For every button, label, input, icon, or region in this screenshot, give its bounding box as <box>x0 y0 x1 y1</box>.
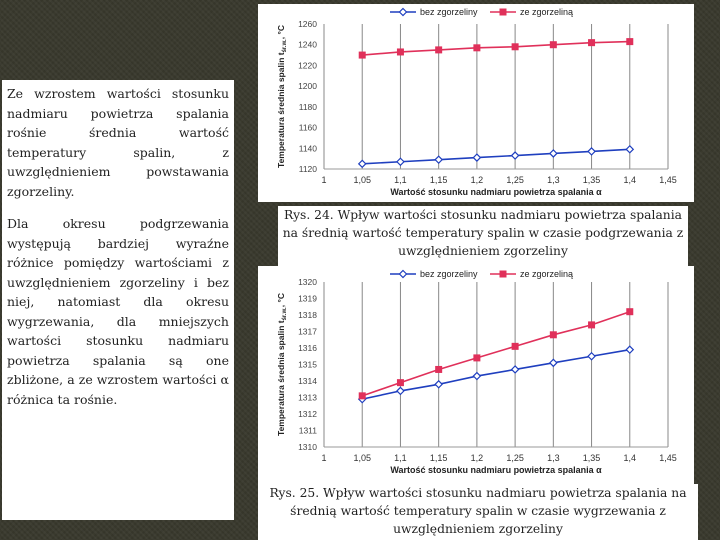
y-tick-label: 1180 <box>299 102 318 112</box>
x-axis-label: Wartość stosunku nadmiaru powietrza spal… <box>390 465 602 475</box>
y-tick-label: 1320 <box>298 277 317 287</box>
data-point <box>549 41 557 49</box>
x-tick-label: 1,05 <box>353 175 371 185</box>
y-tick-label: 1317 <box>298 327 317 337</box>
y-axis-label: Temperatura średnia spalin tśr.w., °C <box>276 293 288 436</box>
y-tick-label: 1313 <box>298 393 317 403</box>
x-axis-label: Wartość stosunku nadmiaru powietrza spal… <box>390 187 602 197</box>
data-point <box>396 379 404 387</box>
data-point <box>549 331 557 339</box>
x-tick-label: 1,35 <box>583 175 601 185</box>
series-line-1 <box>362 348 630 400</box>
data-point <box>435 46 443 54</box>
legend-marker <box>499 8 507 16</box>
chart-preheating: 1 1,05 1,1 1,15 1,2 1,25 1,3 1,35 1,4 1,45 1120 114… <box>258 4 694 202</box>
chart-preheating-svg: 1 1,05 1,1 1,15 1,2 1,25 1,3 1,35 1,4 1,45 1120 114… <box>276 7 677 197</box>
paragraph-2: Dla okresu podgrzewania występują bardzi… <box>7 216 229 407</box>
data-point <box>472 153 482 162</box>
y-tick-label: 1240 <box>298 40 317 50</box>
x-tick-label: 1,35 <box>583 453 601 463</box>
data-point <box>396 157 405 167</box>
data-point <box>511 342 519 350</box>
data-point <box>588 39 596 47</box>
data-point <box>396 48 404 56</box>
x-tick-label: 1,45 <box>659 175 677 185</box>
data-point <box>587 351 596 361</box>
legend-label: ze zgorzeliną <box>520 7 573 17</box>
x-tick-label: 1,1 <box>394 453 407 463</box>
body-text: Ze wzrostem wartości stosunku nadmiaru p… <box>2 80 234 520</box>
x-tick-label: 1,25 <box>506 453 524 463</box>
data-point <box>435 365 443 373</box>
data-point <box>357 159 367 169</box>
y-tick-label: 1318 <box>298 310 317 320</box>
data-point <box>473 354 481 362</box>
data-point <box>626 38 634 46</box>
data-point <box>510 151 520 160</box>
x-tick-label: 1 <box>321 453 326 463</box>
x-tick-label: 1,3 <box>547 453 560 463</box>
legend-label: bez zgorzeliny <box>420 7 478 17</box>
data-point <box>625 144 635 154</box>
y-tick-label: 1220 <box>298 60 317 70</box>
chart-soaking-svg: 1 1,05 1,1 1,15 1,2 1,25 1,3 1,35 1,4 1,45 1310 131… <box>276 269 677 475</box>
y-tick-label: 1316 <box>298 343 317 353</box>
x-tick-label: 1,15 <box>430 453 448 463</box>
x-tick-label: 1,2 <box>471 453 484 463</box>
y-tick-label: 1311 <box>299 426 318 436</box>
y-tick-label: 1140 <box>299 143 318 153</box>
series-line-2 <box>361 310 631 397</box>
caption-fig24: Rys. 24. Wpływ wartości stosunku nadmiar… <box>278 206 688 266</box>
data-point <box>358 51 366 59</box>
y-tick-label: 1310 <box>298 442 317 452</box>
caption-fig25: Rys. 25. Wpływ wartości stosunku nadmiar… <box>258 484 698 540</box>
y-tick-label: 1312 <box>298 409 317 419</box>
data-point <box>472 371 482 381</box>
y-tick-label: 1260 <box>298 19 317 29</box>
x-tick-label: 1 <box>321 175 326 185</box>
data-point <box>358 392 366 400</box>
data-point <box>434 379 444 389</box>
x-tick-label: 1,05 <box>353 453 371 463</box>
x-tick-label: 1,4 <box>624 175 637 185</box>
legend-marker <box>398 7 408 17</box>
y-tick-label: 1315 <box>298 360 317 370</box>
x-tick-label: 1,2 <box>471 175 484 185</box>
paragraph-1: Ze wzrostem wartości stosunku nadmiaru p… <box>7 86 229 199</box>
data-point <box>473 44 481 52</box>
data-point <box>548 358 558 368</box>
x-tick-label: 1,15 <box>430 175 448 185</box>
data-point <box>511 43 519 51</box>
x-tick-label: 1,1 <box>394 175 407 185</box>
data-point <box>625 345 635 354</box>
series-line-1 <box>362 148 630 165</box>
x-tick-label: 1,4 <box>624 453 637 463</box>
legend-label: ze zgorzeliną <box>520 269 573 279</box>
legend-label: bez zgorzeliny <box>420 269 478 279</box>
data-point <box>434 155 444 165</box>
x-tick-label: 1,3 <box>547 175 560 185</box>
data-point <box>510 365 520 374</box>
legend-marker <box>499 270 507 278</box>
y-tick-label: 1314 <box>298 376 317 386</box>
chart-soaking: 1 1,05 1,1 1,15 1,2 1,25 1,3 1,35 1,4 1,45 1310 131… <box>258 266 694 488</box>
y-tick-label: 1160 <box>299 123 318 133</box>
data-point <box>396 386 405 396</box>
y-tick-label: 1200 <box>298 81 317 91</box>
data-point <box>587 147 596 156</box>
x-tick-label: 1,45 <box>659 453 677 463</box>
series-line-2 <box>362 40 630 56</box>
y-tick-label: 1319 <box>298 294 317 304</box>
data-point <box>626 308 634 316</box>
x-tick-label: 1,25 <box>506 175 524 185</box>
legend-marker <box>398 269 408 279</box>
data-point <box>588 321 596 329</box>
y-axis-label: Temperatura średnia spalin tśr.w., °C <box>276 25 288 168</box>
data-point <box>548 149 558 158</box>
y-tick-label: 1120 <box>299 164 318 174</box>
